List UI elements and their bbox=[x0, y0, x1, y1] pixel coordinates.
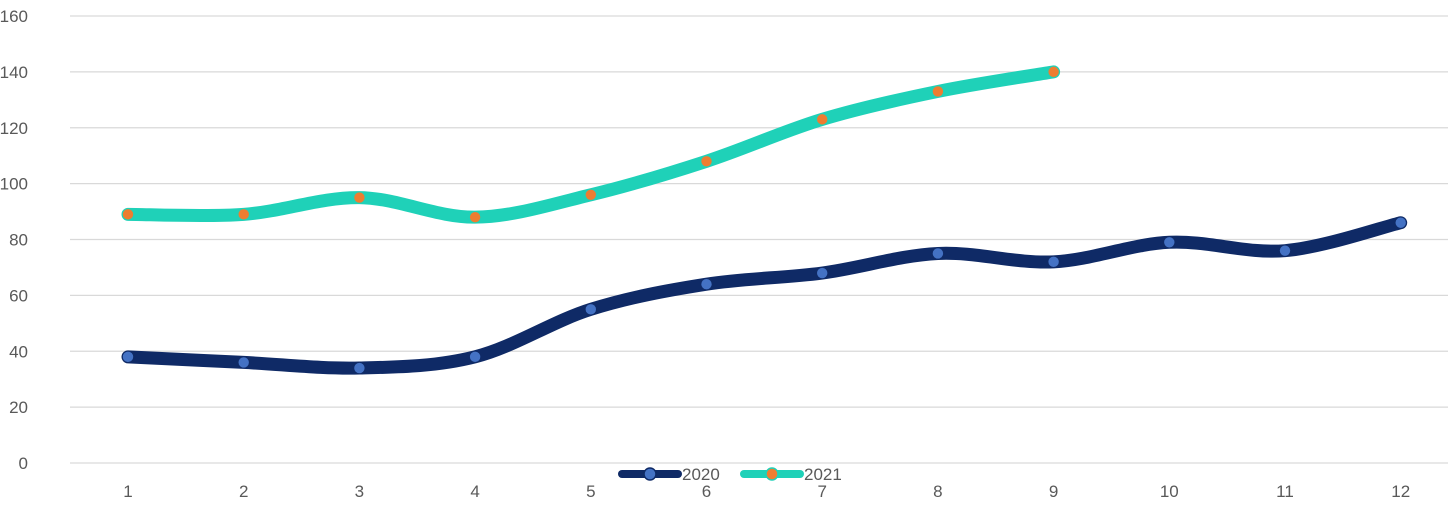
y-tick-label: 80 bbox=[9, 231, 28, 250]
gridlines bbox=[70, 15, 1448, 464]
data-point-2021 bbox=[1048, 66, 1059, 78]
y-tick-label: 40 bbox=[9, 342, 28, 361]
data-point-2020 bbox=[1048, 256, 1059, 268]
y-tick-label: 100 bbox=[0, 175, 28, 194]
series-lines bbox=[121, 65, 1408, 375]
data-point-2020 bbox=[122, 351, 134, 363]
y-tick-label: 20 bbox=[9, 398, 28, 417]
x-tick-label: 10 bbox=[1160, 482, 1179, 501]
x-tick-label: 6 bbox=[702, 482, 711, 501]
data-point-2021 bbox=[701, 156, 712, 167]
x-tick-label: 5 bbox=[586, 482, 595, 501]
data-point-2021 bbox=[585, 189, 596, 200]
legend-label-2020: 2020 bbox=[682, 465, 720, 484]
data-point-2021 bbox=[469, 211, 481, 223]
y-tick-label: 160 bbox=[0, 7, 28, 26]
data-point-2020 bbox=[932, 248, 944, 259]
data-point-2020 bbox=[1164, 237, 1175, 248]
x-tick-label: 3 bbox=[355, 482, 364, 501]
x-tick-label: 2 bbox=[239, 482, 248, 501]
y-axis-ticks: 0 20 40 60 80 100 120 140 160 bbox=[0, 7, 28, 473]
data-point-2021 bbox=[238, 209, 249, 220]
x-tick-label: 11 bbox=[1276, 482, 1294, 501]
legend-marker-2021 bbox=[765, 467, 779, 481]
legend-label-2021: 2021 bbox=[804, 465, 842, 484]
y-tick-label: 0 bbox=[19, 454, 28, 473]
legend: 2020 2021 bbox=[618, 465, 842, 484]
y-tick-label: 120 bbox=[0, 119, 28, 138]
data-point-2020 bbox=[817, 267, 828, 279]
data-point-2020 bbox=[701, 279, 712, 290]
series-line-2020 bbox=[121, 216, 1408, 375]
y-tick-label: 60 bbox=[9, 286, 28, 305]
series-markers bbox=[122, 66, 1406, 374]
data-point-2021 bbox=[932, 86, 944, 97]
legend-marker-2020 bbox=[643, 467, 657, 481]
x-tick-label: 8 bbox=[933, 482, 942, 501]
y-tick-label: 140 bbox=[0, 63, 28, 82]
data-point-2020 bbox=[1395, 217, 1406, 228]
data-point-2021 bbox=[122, 209, 134, 220]
x-tick-label: 7 bbox=[817, 482, 826, 501]
data-point-2020 bbox=[585, 304, 596, 315]
x-tick-label: 12 bbox=[1391, 482, 1410, 501]
data-point-2020 bbox=[469, 351, 481, 363]
data-point-2020 bbox=[1279, 245, 1291, 256]
x-tick-label: 1 bbox=[123, 482, 132, 501]
data-point-2020 bbox=[354, 362, 365, 374]
x-tick-label: 9 bbox=[1049, 482, 1058, 501]
x-tick-label: 4 bbox=[470, 482, 479, 501]
data-point-2020 bbox=[238, 357, 249, 368]
data-point-2021 bbox=[817, 114, 828, 125]
data-point-2021 bbox=[354, 192, 365, 203]
x-axis-ticks: 1 2 3 4 5 6 7 8 9 10 11 12 bbox=[123, 482, 1410, 501]
